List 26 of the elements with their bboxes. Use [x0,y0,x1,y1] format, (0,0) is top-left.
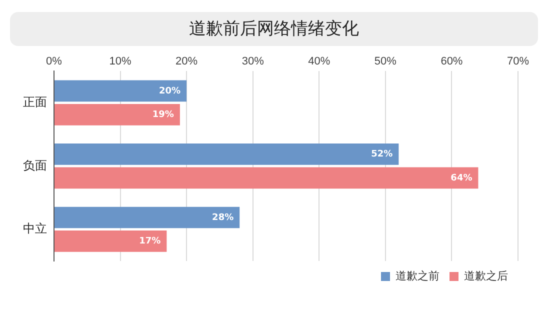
bar [54,104,180,126]
bar [54,206,240,228]
x-tick-label: 40% [308,56,330,68]
x-tick-label: 0% [46,56,62,68]
y-tick-label: 正面 [23,95,47,110]
data-label: 17% [139,236,161,247]
data-label: 64% [450,173,472,184]
x-tick-label: 70% [506,56,530,68]
data-label: 28% [212,212,234,223]
legend-label: 道歉之后 [464,270,508,283]
x-tick-label: 60% [440,56,463,68]
data-label: 20% [159,86,181,96]
data-label: 52% [371,150,393,160]
x-tick-label: 50% [374,56,397,68]
bar [54,167,478,189]
data-label: 19% [152,110,174,120]
x-tick-label: 10% [109,56,132,68]
bar [54,144,399,165]
y-tick-label: 中立 [23,222,47,236]
legend-label: 道歉之前 [396,270,440,283]
x-tick-label: 20% [176,56,198,68]
chart-title: 道歉前后网络情绪变化 [10,12,538,46]
bar [54,230,167,252]
y-tick-label: 负面 [23,158,47,172]
bar [54,80,187,102]
x-tick-label: 30% [242,56,264,68]
